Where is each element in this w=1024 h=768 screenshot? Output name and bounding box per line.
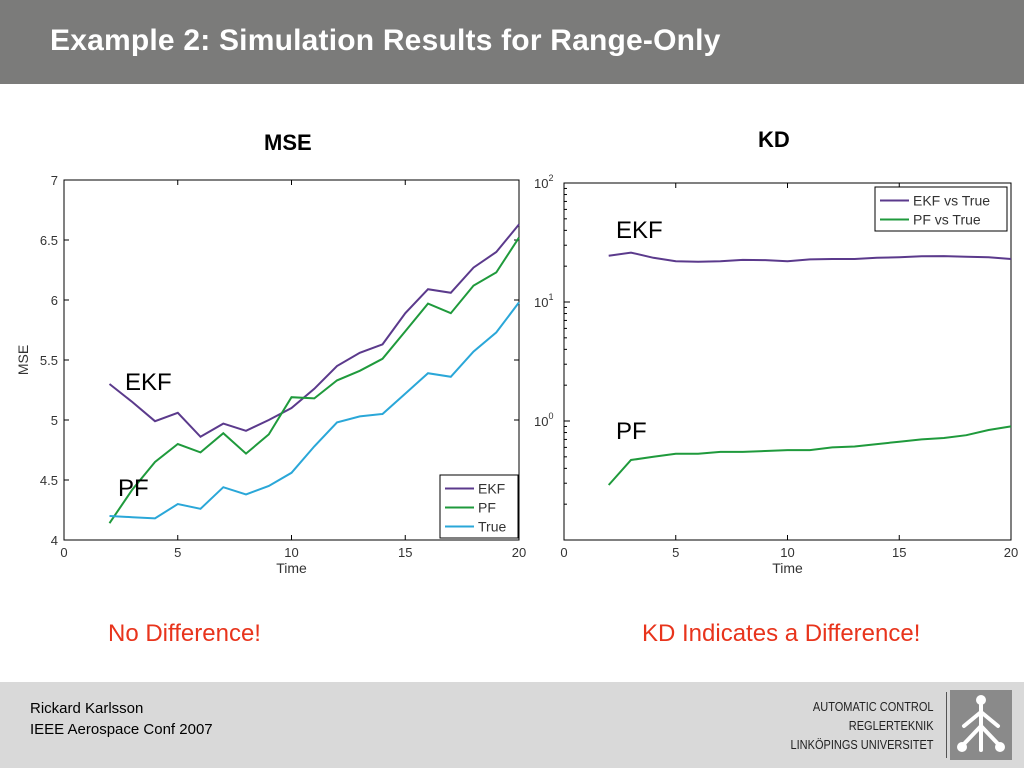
y-tick-label: 4 [51, 533, 58, 548]
x-tick-label: 10 [780, 545, 794, 560]
y-tick-label: 5.5 [40, 353, 58, 368]
y-tick-label: 102 [534, 173, 553, 191]
y-tick-label: 4.5 [40, 473, 58, 488]
slide-header: Example 2: Simulation Results for Range-… [0, 0, 1024, 84]
kd-conclusion: KD Indicates a Difference! [642, 620, 921, 647]
series-line-true [109, 301, 520, 520]
org-name: AUTOMATIC CONTROL REGLERTEKNIK LINKÖPING… [791, 698, 934, 755]
x-tick-label: 0 [560, 545, 567, 560]
x-tick-label: 15 [892, 545, 906, 560]
slide-title: Example 2: Simulation Results for Range-… [50, 24, 721, 57]
x-tick-label: 10 [284, 545, 298, 560]
legend-box [874, 186, 1008, 232]
series-line-ekf-vs-true [608, 251, 1012, 263]
legend-label: PF [478, 500, 496, 516]
series-line-ekf [108, 223, 520, 439]
org-line: LINKÖPINGS UNIVERSITET [790, 738, 934, 752]
kd-heading: KD [758, 127, 790, 152]
org-line: REGLERTEKNIK [849, 719, 934, 733]
footer-conference: IEEE Aerospace Conf 2007 [30, 721, 213, 738]
kd-chart: 0 5 10 15 20 Time 100 101 102 EKF vs True PF vs Tr… [520, 165, 1024, 585]
y-tick-label: 6 [51, 293, 58, 308]
legend-label: EKF vs True [913, 193, 990, 209]
y-tick-label: 6.5 [40, 233, 58, 248]
series-line-pf [108, 237, 520, 524]
legend-label: True [478, 519, 506, 535]
footer-divider [946, 692, 947, 758]
annotation-label: EKF [616, 217, 663, 244]
org-line: AUTOMATIC CONTROL [813, 700, 934, 714]
annotation-label: PF [118, 475, 149, 502]
x-axis-label: Time [772, 560, 803, 576]
mse-chart: 0 5 10 15 20 Time 4 4.5 5 5.5 6 6.5 7 MSE EKF PF True EKF… [8, 165, 528, 585]
y-tick-label: 5 [51, 413, 58, 428]
annotation-label: EKF [125, 369, 172, 396]
x-axis-label: Time [276, 560, 307, 576]
x-tick-label: 5 [174, 545, 181, 560]
mse-heading: MSE [264, 130, 312, 155]
x-tick-label: 20 [1004, 545, 1018, 560]
plot-frame [563, 182, 1012, 541]
university-logo-icon [950, 690, 1012, 760]
footer-author: Rickard Karlsson [30, 700, 144, 717]
y-tick-label: 100 [534, 411, 553, 429]
y-tick-label: 7 [51, 173, 58, 188]
mse-conclusion: No Difference! [108, 620, 261, 647]
x-tick-label: 0 [60, 545, 67, 560]
y-tick-label: 101 [534, 292, 553, 310]
x-tick-label: 20 [512, 545, 526, 560]
legend-label: EKF [478, 481, 505, 497]
x-tick-label: 15 [398, 545, 412, 560]
x-tick-label: 5 [672, 545, 679, 560]
footer: Rickard Karlsson IEEE Aerospace Conf 200… [0, 682, 1024, 768]
series-line-pf-vs-true [607, 425, 1012, 486]
annotation-label: PF [616, 418, 647, 445]
legend-label: PF vs True [913, 212, 981, 228]
y-axis-label: MSE [15, 345, 31, 375]
